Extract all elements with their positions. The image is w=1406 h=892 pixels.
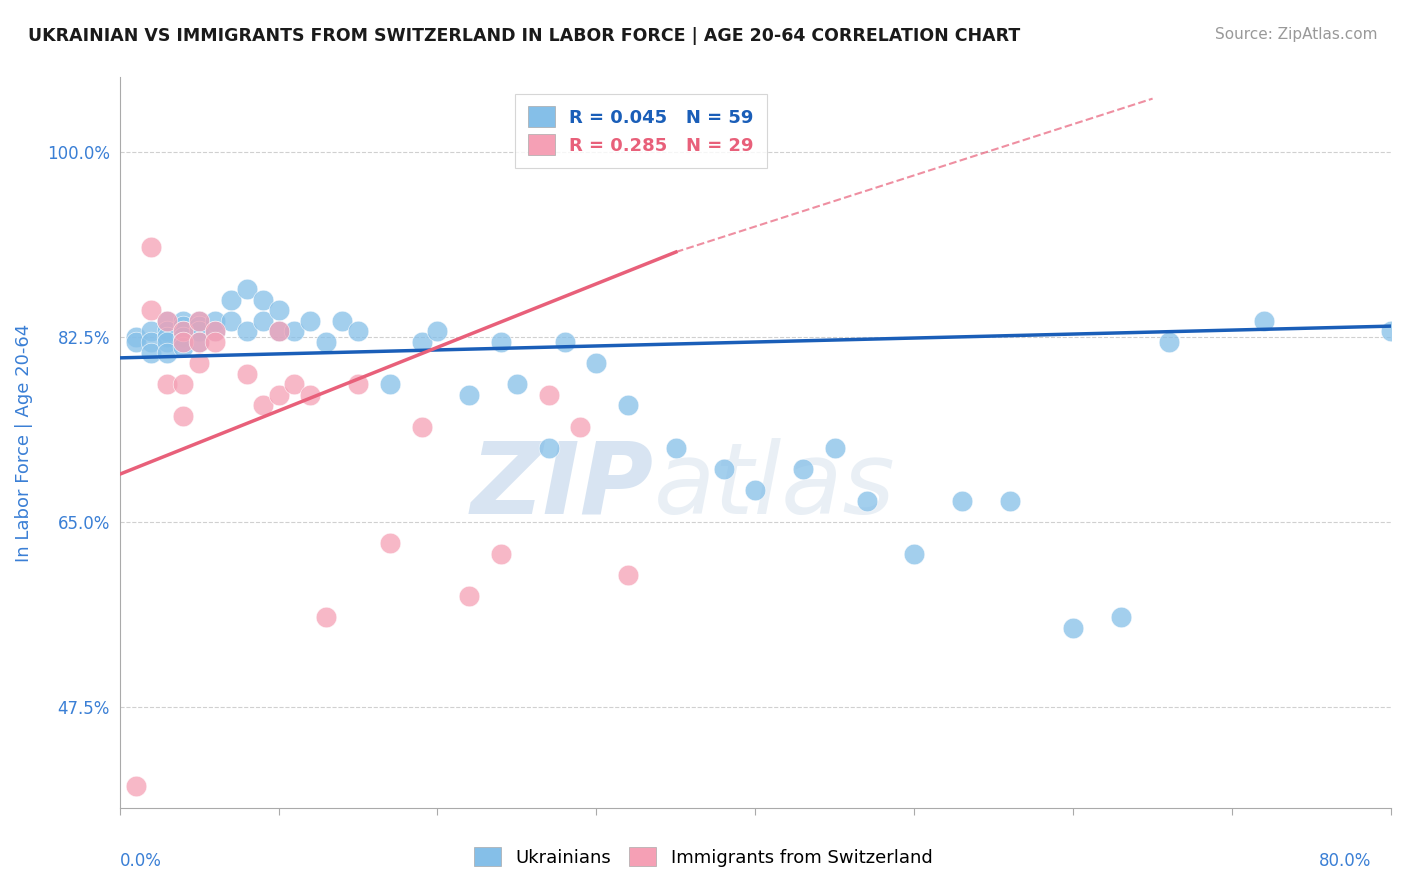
Point [267,303,290,318]
Point [188,319,211,334]
Point [235,325,257,339]
Y-axis label: In Labor Force | Age 20-64: In Labor Force | Age 20-64 [15,324,32,562]
Point [283,325,305,339]
Point [172,409,194,423]
Point [426,325,449,339]
Point [617,399,640,413]
Point [283,377,305,392]
Point [141,303,163,318]
Point [537,388,560,402]
Point [156,334,179,349]
Point [267,325,290,339]
Point [1253,314,1275,328]
Point [188,356,211,370]
Point [855,493,877,508]
Point [172,334,194,349]
Point [330,314,353,328]
Point [188,325,211,339]
Point [713,462,735,476]
Point [267,325,290,339]
Point [172,314,194,328]
Text: Source: ZipAtlas.com: Source: ZipAtlas.com [1215,27,1378,42]
Point [188,334,211,349]
Point [617,567,640,582]
Point [458,589,481,603]
Point [1062,621,1084,635]
Point [411,334,433,349]
Point [998,493,1021,508]
Point [156,329,179,343]
Point [219,314,242,328]
Text: atlas: atlas [654,438,896,535]
Point [124,334,146,349]
Point [792,462,814,476]
Point [156,314,179,328]
Point [299,388,322,402]
Text: 80.0%: 80.0% [1319,852,1371,870]
Point [315,610,337,624]
Point [1379,325,1402,339]
Point [537,441,560,455]
Point [950,493,973,508]
Point [188,334,211,349]
Point [458,388,481,402]
Point [554,334,576,349]
Point [569,419,592,434]
Point [172,325,194,339]
Point [156,345,179,359]
Point [156,314,179,328]
Point [204,334,226,349]
Point [744,483,766,497]
Point [172,334,194,349]
Point [378,536,401,550]
Text: 0.0%: 0.0% [120,852,162,870]
Point [411,419,433,434]
Point [204,314,226,328]
Point [1157,334,1180,349]
Point [156,377,179,392]
Point [124,780,146,794]
Point [141,240,163,254]
Point [124,329,146,343]
Point [665,441,688,455]
Point [299,314,322,328]
Point [903,547,925,561]
Point [347,377,370,392]
Point [347,325,370,339]
Point [172,325,194,339]
Legend: Ukrainians, Immigrants from Switzerland: Ukrainians, Immigrants from Switzerland [467,840,939,874]
Point [156,325,179,339]
Point [489,334,512,349]
Point [141,325,163,339]
Point [506,377,529,392]
Text: ZIP: ZIP [471,438,654,535]
Point [141,334,163,349]
Point [188,314,211,328]
Point [824,441,846,455]
Point [172,329,194,343]
Point [489,547,512,561]
Point [252,293,274,307]
Point [188,314,211,328]
Point [204,325,226,339]
Point [219,293,242,307]
Point [378,377,401,392]
Point [267,388,290,402]
Point [235,282,257,296]
Point [141,345,163,359]
Point [235,367,257,381]
Point [172,340,194,354]
Point [172,319,194,334]
Point [204,325,226,339]
Point [1109,610,1132,624]
Point [585,356,607,370]
Point [252,399,274,413]
Point [252,314,274,328]
Point [172,377,194,392]
Point [315,334,337,349]
Text: UKRAINIAN VS IMMIGRANTS FROM SWITZERLAND IN LABOR FORCE | AGE 20-64 CORRELATION : UKRAINIAN VS IMMIGRANTS FROM SWITZERLAND… [28,27,1021,45]
Legend: R = 0.045   N = 59, R = 0.285   N = 29: R = 0.045 N = 59, R = 0.285 N = 29 [515,94,766,168]
